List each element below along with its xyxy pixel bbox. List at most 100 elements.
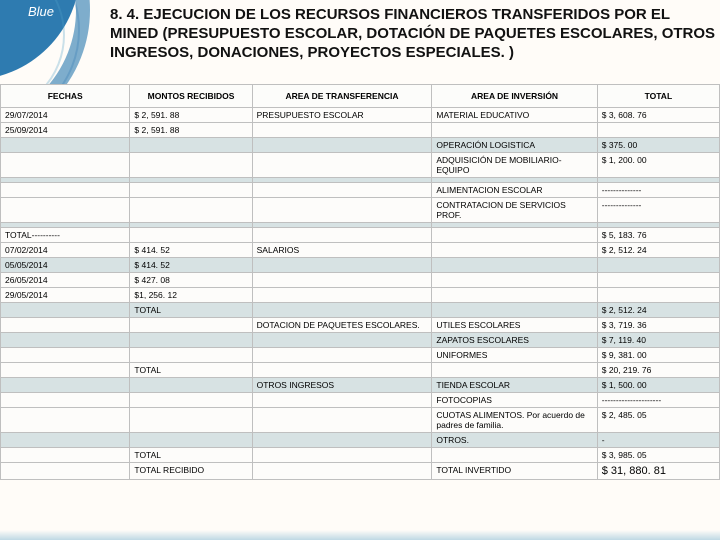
cell-c1: 26/05/2014 bbox=[1, 273, 130, 288]
cell-c1: TOTAL---------- bbox=[1, 228, 130, 243]
cell-c1: 29/05/2014 bbox=[1, 288, 130, 303]
cell-c3 bbox=[252, 138, 432, 153]
brand-text: Blue bbox=[28, 4, 54, 19]
cell-c1: 07/02/2014 bbox=[1, 243, 130, 258]
table-row: 07/02/2014$ 414. 52SALARIOS$ 2, 512. 24 bbox=[1, 243, 720, 258]
cell-c4 bbox=[432, 243, 597, 258]
table-row: TOTAL---------- $ 5, 183. 76 bbox=[1, 228, 720, 243]
cell-c2 bbox=[130, 378, 252, 393]
cell-c4: OTROS. bbox=[432, 433, 597, 448]
table-row: 29/07/2014$ 2, 591. 88PRESUPUESTO ESCOLA… bbox=[1, 108, 720, 123]
cell-c4 bbox=[432, 448, 597, 463]
cell-c5: - bbox=[597, 433, 719, 448]
cell-c1 bbox=[1, 153, 130, 178]
cell-c4 bbox=[432, 228, 597, 243]
cell-c4 bbox=[432, 123, 597, 138]
cell-c3 bbox=[252, 463, 432, 480]
cell-c3 bbox=[252, 333, 432, 348]
cell-c1 bbox=[1, 408, 130, 433]
cell-c2 bbox=[130, 318, 252, 333]
cell-c3: DOTACION DE PAQUETES ESCOLARES. bbox=[252, 318, 432, 333]
table-row: TOTAL RECIBIDO TOTAL INVERTIDO$ 31, 880. … bbox=[1, 463, 720, 480]
col-area-transferencia: AREA DE TRANSFERENCIA bbox=[252, 85, 432, 108]
table-container: FECHAS MONTOS RECIBIDOS AREA DE TRANSFER… bbox=[0, 84, 720, 540]
cell-c1: 25/09/2014 bbox=[1, 123, 130, 138]
cell-c4: TIENDA ESCOLAR bbox=[432, 378, 597, 393]
table-header-row: FECHAS MONTOS RECIBIDOS AREA DE TRANSFER… bbox=[1, 85, 720, 108]
table-row: UNIFORMES$ 9, 381. 00 bbox=[1, 348, 720, 363]
cell-c4 bbox=[432, 288, 597, 303]
cell-c5: $ 9, 381. 00 bbox=[597, 348, 719, 363]
cell-c5: $ 2, 485. 05 bbox=[597, 408, 719, 433]
cell-c5: $ 31, 880. 81 bbox=[597, 463, 719, 480]
table-row: CUOTAS ALIMENTOS. Por acuerdo de padres … bbox=[1, 408, 720, 433]
cell-c3 bbox=[252, 153, 432, 178]
cell-c2 bbox=[130, 433, 252, 448]
cell-c4: ZAPATOS ESCOLARES bbox=[432, 333, 597, 348]
col-area-inversion: AREA DE INVERSIÓN bbox=[432, 85, 597, 108]
cell-c3 bbox=[252, 258, 432, 273]
cell-c3 bbox=[252, 228, 432, 243]
cell-c5: $ 3, 608. 76 bbox=[597, 108, 719, 123]
cell-c1: 05/05/2014 bbox=[1, 258, 130, 273]
cell-c3 bbox=[252, 123, 432, 138]
cell-c4: UTILES ESCOLARES bbox=[432, 318, 597, 333]
cell-c3 bbox=[252, 348, 432, 363]
cell-c4 bbox=[432, 363, 597, 378]
cell-c1 bbox=[1, 183, 130, 198]
table-row: CONTRATACION DE SERVICIOS PROF.---------… bbox=[1, 198, 720, 223]
table-row: TOTAL $ 3, 985. 05 bbox=[1, 448, 720, 463]
cell-c5: $ 3, 985. 05 bbox=[597, 448, 719, 463]
table-row: FOTOCOPIAS--------------------- bbox=[1, 393, 720, 408]
cell-c2: TOTAL RECIBIDO bbox=[130, 463, 252, 480]
cell-c3 bbox=[252, 198, 432, 223]
cell-c4: OPERACIÓN LOGISTICA bbox=[432, 138, 597, 153]
cell-c3 bbox=[252, 393, 432, 408]
cell-c5: $ 1, 200. 00 bbox=[597, 153, 719, 178]
cell-c5: $ 2, 512. 24 bbox=[597, 303, 719, 318]
cell-c4: ALIMENTACION ESCOLAR bbox=[432, 183, 597, 198]
cell-c5: $ 7, 119. 40 bbox=[597, 333, 719, 348]
cell-c5: $ 3, 719. 36 bbox=[597, 318, 719, 333]
cell-c3 bbox=[252, 363, 432, 378]
cell-c5: -------------- bbox=[597, 198, 719, 223]
cell-c2: $ 2, 591. 88 bbox=[130, 123, 252, 138]
cell-c1 bbox=[1, 363, 130, 378]
cell-c3 bbox=[252, 288, 432, 303]
cell-c5 bbox=[597, 258, 719, 273]
cell-c2 bbox=[130, 153, 252, 178]
cell-c2 bbox=[130, 228, 252, 243]
cell-c1 bbox=[1, 448, 130, 463]
table-row: OPERACIÓN LOGISTICA$ 375. 00 bbox=[1, 138, 720, 153]
page-title: 8. 4. EJECUCION DE LOS RECURSOS FINANCIE… bbox=[110, 6, 716, 62]
table-row: 26/05/2014$ 427. 08 bbox=[1, 273, 720, 288]
cell-c3: PRESUPUESTO ESCOLAR bbox=[252, 108, 432, 123]
cell-c4: TOTAL INVERTIDO bbox=[432, 463, 597, 480]
cell-c5: $ 1, 500. 00 bbox=[597, 378, 719, 393]
cell-c1 bbox=[1, 348, 130, 363]
cell-c4: CONTRATACION DE SERVICIOS PROF. bbox=[432, 198, 597, 223]
table-row: 05/05/2014$ 414. 52 bbox=[1, 258, 720, 273]
cell-c2 bbox=[130, 348, 252, 363]
cell-c4: UNIFORMES bbox=[432, 348, 597, 363]
cell-c1: 29/07/2014 bbox=[1, 108, 130, 123]
table-row: 29/05/2014$1, 256. 12 bbox=[1, 288, 720, 303]
cell-c4 bbox=[432, 303, 597, 318]
cell-c1 bbox=[1, 198, 130, 223]
cell-c5: $ 375. 00 bbox=[597, 138, 719, 153]
cell-c4: ADQUISICIÓN DE MOBILIARIO-EQUIPO bbox=[432, 153, 597, 178]
cell-c5: $ 2, 512. 24 bbox=[597, 243, 719, 258]
cell-c4 bbox=[432, 258, 597, 273]
cell-c2: TOTAL bbox=[130, 303, 252, 318]
cell-c3 bbox=[252, 303, 432, 318]
footer-bar bbox=[0, 530, 720, 540]
cell-c5 bbox=[597, 288, 719, 303]
cell-c1 bbox=[1, 393, 130, 408]
cell-c5: $ 5, 183. 76 bbox=[597, 228, 719, 243]
col-fechas: FECHAS bbox=[1, 85, 130, 108]
cell-c2 bbox=[130, 393, 252, 408]
cell-c1 bbox=[1, 463, 130, 480]
cell-c2 bbox=[130, 408, 252, 433]
cell-c2 bbox=[130, 138, 252, 153]
cell-c2: TOTAL bbox=[130, 448, 252, 463]
